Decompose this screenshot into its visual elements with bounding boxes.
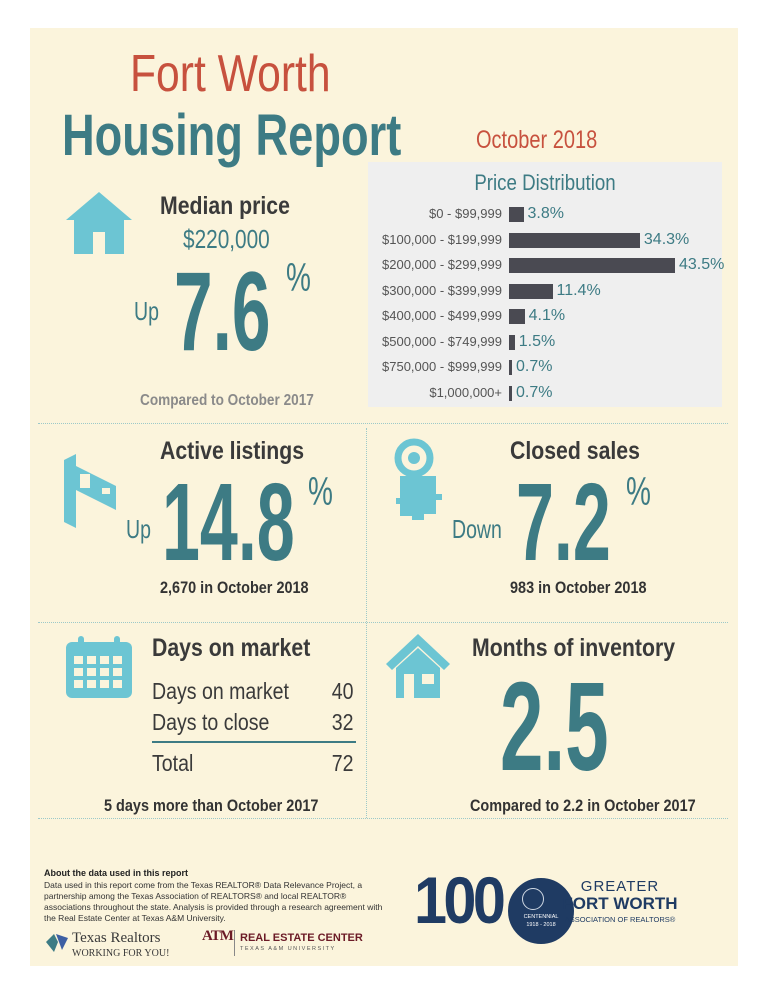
dom-row-value: 40 xyxy=(331,678,354,704)
median-caption: Compared to October 2017 xyxy=(140,392,314,409)
dom-row-total: Total 72 xyxy=(152,750,354,777)
price-row-value: 3.8% xyxy=(527,205,564,222)
dom-total-rule xyxy=(152,741,356,743)
texas-realtors-logo-icon xyxy=(46,934,68,952)
median-price-label: Median price xyxy=(160,192,290,220)
for-sale-sign-icon xyxy=(64,454,116,528)
atm-logo: ATM xyxy=(202,928,234,944)
price-row-bar xyxy=(509,334,515,350)
price-row: $200,000 - $299,999 43.5% xyxy=(368,255,725,277)
active-change-value: 14.8 xyxy=(162,461,295,584)
logo-separator xyxy=(234,930,235,956)
price-row-bar xyxy=(509,258,675,273)
divider xyxy=(38,622,728,623)
price-row-bar xyxy=(509,283,553,299)
price-row-label: $750,000 - $999,999 xyxy=(382,359,502,374)
divider xyxy=(366,428,367,818)
price-row-label: $100,000 - $199,999 xyxy=(382,231,502,247)
real-estate-center-sub: TEXAS A&M UNIVERSITY xyxy=(240,946,336,952)
house-icon xyxy=(66,192,132,254)
price-row: $1,000,000+ 0.7% xyxy=(368,383,722,405)
price-row: $0 - $99,999 3.8% xyxy=(368,204,722,226)
closed-sales-label: Closed sales xyxy=(510,437,640,465)
footer-text: Data used in this report come from the T… xyxy=(44,880,383,923)
price-row-value: 34.3% xyxy=(643,230,690,248)
dom-total-value: 72 xyxy=(331,750,354,776)
closed-caption: 983 in October 2018 xyxy=(510,578,647,597)
inventory-label: Months of inventory xyxy=(472,634,676,662)
real-estate-center-name: REAL ESTATE CENTER xyxy=(240,932,363,944)
centennial-100: 100 xyxy=(414,863,506,937)
centennial-years: 1918 - 2018 xyxy=(526,922,556,928)
price-row: $400,000 - $499,999 4.1% xyxy=(368,306,722,328)
median-direction: Up xyxy=(134,296,159,326)
centennial-seal-icon: CENTENNIAL 1918 - 2018 xyxy=(506,876,576,946)
report-date: October 2018 xyxy=(476,126,598,154)
centennial-label: CENTENNIAL xyxy=(523,914,559,920)
price-row-label: $0 - $99,999 xyxy=(428,206,502,221)
price-row-label: $500,000 - $749,999 xyxy=(382,333,502,349)
dom-row-label: Days to close xyxy=(152,709,270,735)
price-row-value: 43.5% xyxy=(679,256,725,273)
gfw-greater: GREATER xyxy=(580,878,660,895)
texas-realtors-name: Texas Realtors xyxy=(72,930,161,946)
price-row-label: $200,000 - $299,999 xyxy=(382,257,502,272)
divider xyxy=(38,818,728,819)
closed-direction: Down xyxy=(452,514,502,544)
title-city: Fort Worth xyxy=(130,45,331,103)
price-row-label: $400,000 - $499,999 xyxy=(382,308,502,323)
dom-row-label: Days on market xyxy=(152,678,289,704)
median-percent-sign: % xyxy=(286,256,311,300)
inventory-value: 2.5 xyxy=(500,656,609,797)
price-row: $750,000 - $999,999 0.7% xyxy=(368,357,722,379)
median-price-value: $220,000 xyxy=(183,224,270,254)
dom-label: Days on market xyxy=(152,634,311,662)
price-distribution-title: Price Distribution xyxy=(474,170,616,195)
price-row-bar xyxy=(509,360,512,375)
report-page: Fort Worth Housing Report October 2018 M… xyxy=(30,28,738,966)
active-listings-label: Active listings xyxy=(160,437,305,465)
median-change-value: 7.6 xyxy=(174,249,271,374)
price-row-value: 4.1% xyxy=(528,307,566,324)
price-row: $300,000 - $399,999 11.4% xyxy=(368,281,722,303)
active-percent-sign: % xyxy=(308,470,333,514)
inventory-caption: Compared to 2.2 in October 2017 xyxy=(470,796,696,815)
closed-change-value: 7.2 xyxy=(516,461,611,584)
price-row-value: 0.7% xyxy=(516,358,553,375)
gfw-association: ASSOCIATION OF REALTORS® xyxy=(564,915,676,924)
price-row: $500,000 - $749,999 1.5% xyxy=(368,332,722,354)
active-caption: 2,670 in October 2018 xyxy=(160,578,309,597)
dom-total-label: Total xyxy=(152,750,194,776)
texas-realtors-tagline: WORKING FOR YOU! xyxy=(72,948,170,959)
active-direction: Up xyxy=(126,514,151,544)
calendar-icon xyxy=(66,636,132,698)
price-row-value: 11.4% xyxy=(556,281,601,299)
price-row-bar xyxy=(509,207,524,222)
gfw-fort-worth: FORT WORTH xyxy=(562,894,678,913)
dom-row-days-to-close: Days to close 32 xyxy=(152,709,354,736)
seal-ring xyxy=(522,888,544,910)
price-row-bar xyxy=(509,232,640,248)
dom-row-value: 32 xyxy=(331,709,354,735)
house-icon xyxy=(386,634,450,698)
price-row-value: 1.5% xyxy=(518,332,556,350)
dom-row-days-on-market: Days on market 40 xyxy=(152,678,354,705)
divider xyxy=(38,423,728,424)
dom-caption: 5 days more than October 2017 xyxy=(104,796,319,815)
keys-icon xyxy=(394,438,442,520)
price-row-label: $300,000 - $399,999 xyxy=(382,282,502,298)
price-row-value: 0.7% xyxy=(516,383,553,401)
title-report: Housing Report xyxy=(62,103,402,168)
footer-heading: About the data used in this report xyxy=(44,868,189,878)
price-distribution-panel: Price Distribution $0 - $99,999 3.8% $100,… xyxy=(368,162,725,407)
price-row: $100,000 - $199,999 34.3% xyxy=(368,230,722,252)
price-row-bar xyxy=(509,385,512,401)
price-row-label: $1,000,000+ xyxy=(429,384,502,400)
closed-percent-sign: % xyxy=(626,470,651,514)
price-row-bar xyxy=(509,309,525,324)
